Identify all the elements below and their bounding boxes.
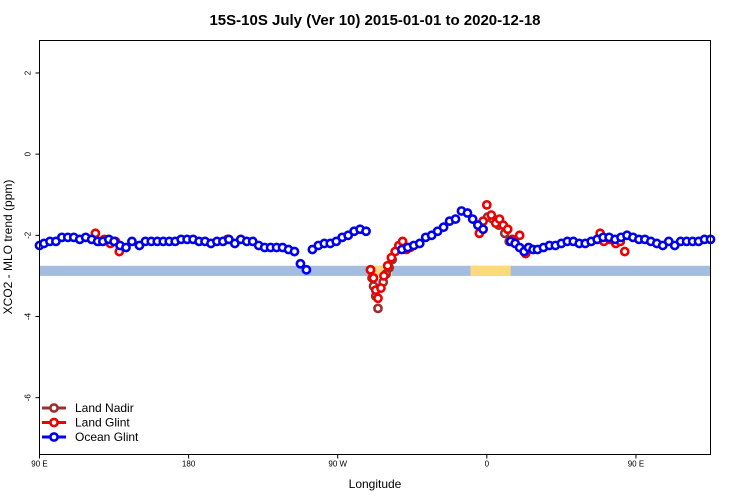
land-segment — [370, 265, 393, 276]
x-tick-label: 90 E — [628, 460, 644, 469]
data-point — [481, 199, 492, 210]
data-point — [450, 214, 461, 224]
legend-item: Ocean Glint — [42, 430, 139, 444]
series-land-glint — [90, 199, 630, 304]
legend-label: Land Glint — [75, 416, 130, 430]
data-point — [376, 283, 386, 293]
x-tick-label: 90 W — [328, 460, 347, 469]
legend-label: Land Nadir — [75, 401, 134, 415]
y-tick-label: -6 — [24, 394, 33, 402]
data-point — [289, 246, 300, 257]
plot-frame — [39, 40, 711, 455]
data-point — [295, 258, 306, 269]
data-point — [361, 226, 371, 237]
data-point — [379, 271, 389, 281]
x-axis-label: Longitude — [349, 477, 402, 491]
data-point — [301, 264, 312, 275]
land-segment — [470, 265, 511, 276]
data-point — [368, 273, 379, 283]
y-tick-label: 2 — [24, 70, 33, 75]
data-point — [514, 230, 525, 241]
data-point — [502, 224, 513, 235]
series-ocean-glint — [34, 206, 716, 275]
y-axis: 2 0 -2 -4 -6 — [24, 70, 40, 401]
legend-marker — [49, 417, 59, 428]
data-point — [365, 264, 376, 275]
x-tick-label: 0 — [485, 460, 490, 469]
x-tick-label: 180 — [182, 460, 196, 469]
y-tick-label: 0 — [24, 151, 33, 156]
data-point — [121, 242, 131, 253]
data-point — [619, 246, 630, 257]
data-point — [382, 260, 393, 271]
x-tick-label: 90 E — [31, 460, 47, 469]
y-axis-label: XCO2 - MLO trend (ppm) — [1, 180, 15, 315]
data-point — [127, 236, 137, 247]
data-point — [486, 210, 497, 220]
legend-label: Ocean Glint — [75, 430, 139, 444]
y-tick-label: -4 — [24, 312, 33, 320]
data-point — [414, 238, 425, 249]
data-point — [478, 224, 489, 235]
data-point — [462, 208, 473, 218]
data-point — [373, 303, 383, 314]
data-point — [373, 293, 383, 304]
legend-item: Land Glint — [42, 416, 130, 430]
legend-marker — [49, 432, 59, 442]
y-tick-label: -2 — [24, 231, 33, 239]
data-series — [34, 199, 716, 314]
chart-title: 15S-10S July (Ver 10) 2015-01-01 to 2020… — [209, 12, 540, 29]
legend-marker — [49, 403, 59, 413]
data-point — [438, 222, 449, 233]
legend-item: Land Nadir — [42, 401, 134, 415]
data-point — [467, 214, 478, 224]
